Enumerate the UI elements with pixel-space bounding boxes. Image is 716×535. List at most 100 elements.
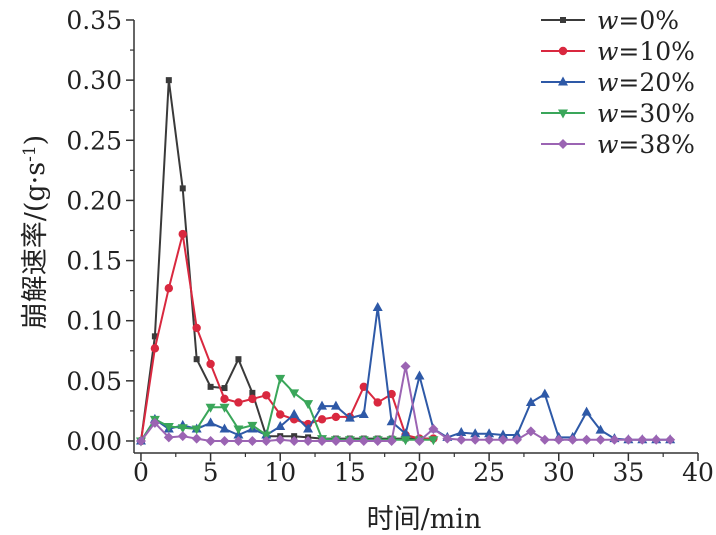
x-tick-label: 30 [543, 458, 575, 487]
data-point [651, 434, 662, 445]
y-tick-label: 0.15 [66, 247, 122, 276]
y-tick-label: 0.30 [66, 66, 122, 95]
data-point [150, 344, 160, 353]
legend-label-variable: w [597, 68, 618, 97]
x-axis-title: 时间/min [367, 504, 482, 535]
data-point [303, 400, 314, 410]
legend-label: w=30% [597, 99, 695, 128]
series-line [140, 233, 434, 442]
legend-label: w=10% [597, 37, 695, 66]
series-line [140, 377, 434, 442]
data-point [261, 435, 272, 446]
legend-label-variable: w [597, 6, 618, 35]
data-point [637, 434, 648, 445]
series-layer [135, 77, 676, 447]
y-tick-label: 0.25 [66, 126, 122, 155]
x-tick-label: 40 [682, 458, 714, 487]
data-point [248, 394, 257, 404]
legend-label: w=20% [597, 68, 695, 97]
data-point [220, 394, 229, 404]
data-point [276, 410, 285, 419]
data-point [179, 185, 186, 192]
data-point [386, 435, 397, 446]
data-point [163, 432, 174, 443]
data-point [372, 435, 383, 446]
data-point [177, 424, 188, 434]
data-point [553, 434, 564, 445]
series-0 [137, 77, 437, 444]
legend-swatch-marker [558, 76, 568, 86]
data-point [525, 426, 536, 437]
data-point [205, 403, 216, 413]
data-point [149, 417, 160, 428]
data-point [262, 391, 271, 400]
series-2 [135, 301, 676, 445]
data-point [373, 398, 382, 407]
data-point [623, 434, 634, 445]
data-point [317, 435, 327, 446]
data-point [539, 388, 550, 398]
y-tick-label: 0.20 [66, 186, 122, 215]
data-point [511, 429, 522, 439]
y-tick-label: 0.00 [66, 427, 122, 456]
data-point [163, 423, 174, 433]
data-point [470, 434, 481, 445]
data-point [205, 417, 216, 427]
data-point [289, 409, 300, 419]
series-4 [135, 361, 676, 446]
x-tick-label: 5 [203, 458, 219, 487]
data-point [221, 385, 228, 392]
y-tick-label: 0.35 [66, 6, 122, 35]
data-point [289, 389, 300, 399]
data-point [219, 403, 230, 413]
legend-swatch-marker [558, 46, 568, 56]
data-point [400, 436, 411, 446]
data-point [567, 434, 578, 445]
data-point [247, 435, 258, 446]
data-point [303, 423, 314, 433]
data-point [164, 284, 174, 293]
y-axis-title-main: 崩解速率/(g·s [20, 162, 51, 329]
data-point [261, 431, 272, 441]
legend-entry: w=10% [541, 37, 695, 66]
data-point [165, 77, 172, 84]
data-point [442, 433, 453, 444]
data-point [595, 434, 606, 445]
data-point [178, 229, 187, 239]
data-point [358, 435, 369, 446]
data-point [400, 361, 411, 372]
data-point [234, 398, 243, 407]
data-point [205, 435, 216, 446]
data-point [581, 406, 592, 416]
data-point [275, 374, 286, 384]
data-point [303, 435, 314, 446]
data-point [525, 396, 536, 406]
legend-swatch-marker [558, 139, 568, 149]
data-point [428, 436, 439, 446]
data-point [344, 435, 355, 446]
data-point [400, 428, 411, 438]
data-point [456, 427, 467, 437]
data-point [207, 383, 214, 390]
data-point [191, 425, 202, 435]
data-point [191, 433, 202, 444]
data-point [331, 412, 341, 422]
data-point [470, 428, 481, 438]
data-point [177, 431, 188, 442]
legend-label-value: =20% [618, 68, 695, 97]
x-tick-label: 0 [133, 458, 149, 487]
data-point [233, 435, 244, 446]
data-point [372, 301, 383, 311]
data-point [414, 370, 425, 380]
x-tick-label: 20 [404, 458, 436, 487]
data-point [665, 434, 676, 445]
legend-entry: w=30% [541, 99, 695, 128]
data-point [456, 434, 467, 445]
legend-label-value: =10% [618, 37, 695, 66]
data-point [387, 389, 396, 399]
data-point [330, 435, 341, 446]
legend-swatch-marker [558, 109, 568, 119]
data-point [233, 425, 244, 435]
data-point [192, 323, 201, 333]
